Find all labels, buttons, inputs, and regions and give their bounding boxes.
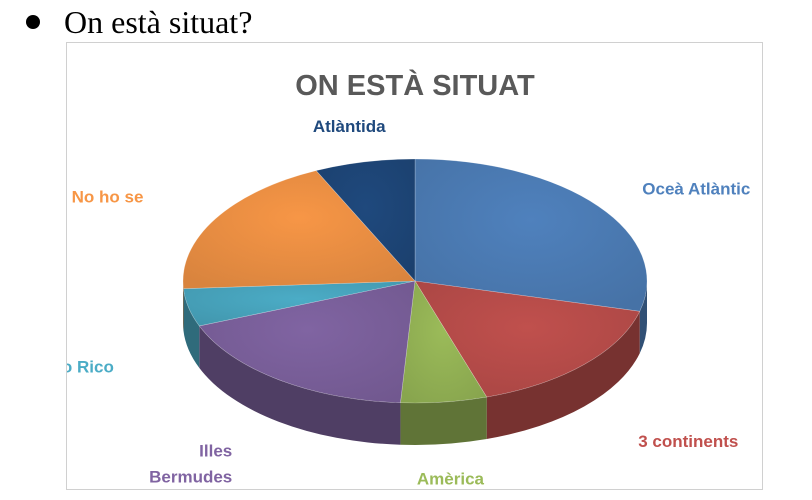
slice-label-line: No ho se [72, 188, 144, 207]
pie-chart: Oceà Atlàntic 3 continents Amèrica Illes Ber… [67, 68, 750, 489]
pie-slice-4 [183, 280, 416, 327]
slice-label-line: 3 continents [638, 432, 738, 451]
pie-labels: Oceà Atlàntic 3 continents Amèrica Illes Ber… [67, 117, 750, 488]
chart-title: ON ESTÀ SITUAT [295, 68, 535, 102]
bullet-dot-icon [26, 14, 40, 29]
pie-chart-frame: Oceà Atlàntic 3 continents Amèrica Illes Ber… [66, 42, 763, 490]
slice-label-line: Illes [199, 441, 232, 460]
slice-label-1: 3 continents [638, 432, 738, 451]
slice-label-line: Bermudes [149, 467, 232, 486]
slice-label-line: Puerto Rico [67, 357, 114, 376]
pie-side-4 [183, 288, 200, 368]
slide-bullet-text: On està situat? [64, 4, 253, 40]
pie-slice-1 [414, 280, 641, 398]
slide-bullet: On està situat? [26, 2, 252, 42]
pie-tops [182, 158, 648, 404]
pie-slice-0 [414, 158, 648, 312]
slice-label-0: Oceà Atlàntic [642, 179, 750, 198]
slice-label-line: Oceà Atlàntic [642, 179, 750, 198]
pie-side-1 [486, 311, 640, 440]
pie-side-0 [639, 281, 647, 354]
slice-label-2: Amèrica [417, 470, 485, 489]
slice-label-3: Illes Bermudes [149, 441, 232, 486]
pie-slice-3 [198, 280, 416, 404]
slice-label-5: No ho se [72, 188, 144, 207]
pie-slice-6 [315, 158, 416, 282]
slice-label-line: Amèrica [417, 470, 485, 489]
slice-label-4: Puerto Rico [67, 357, 114, 376]
slice-label-line: Atlàntida [313, 117, 386, 136]
pie-sides [183, 281, 647, 445]
pie-side-3 [199, 325, 401, 445]
pie-side-2 [400, 397, 487, 445]
slice-label-6: Atlàntida [313, 117, 386, 136]
pie-slice-5 [182, 170, 416, 289]
pie-slice-2 [400, 280, 488, 404]
